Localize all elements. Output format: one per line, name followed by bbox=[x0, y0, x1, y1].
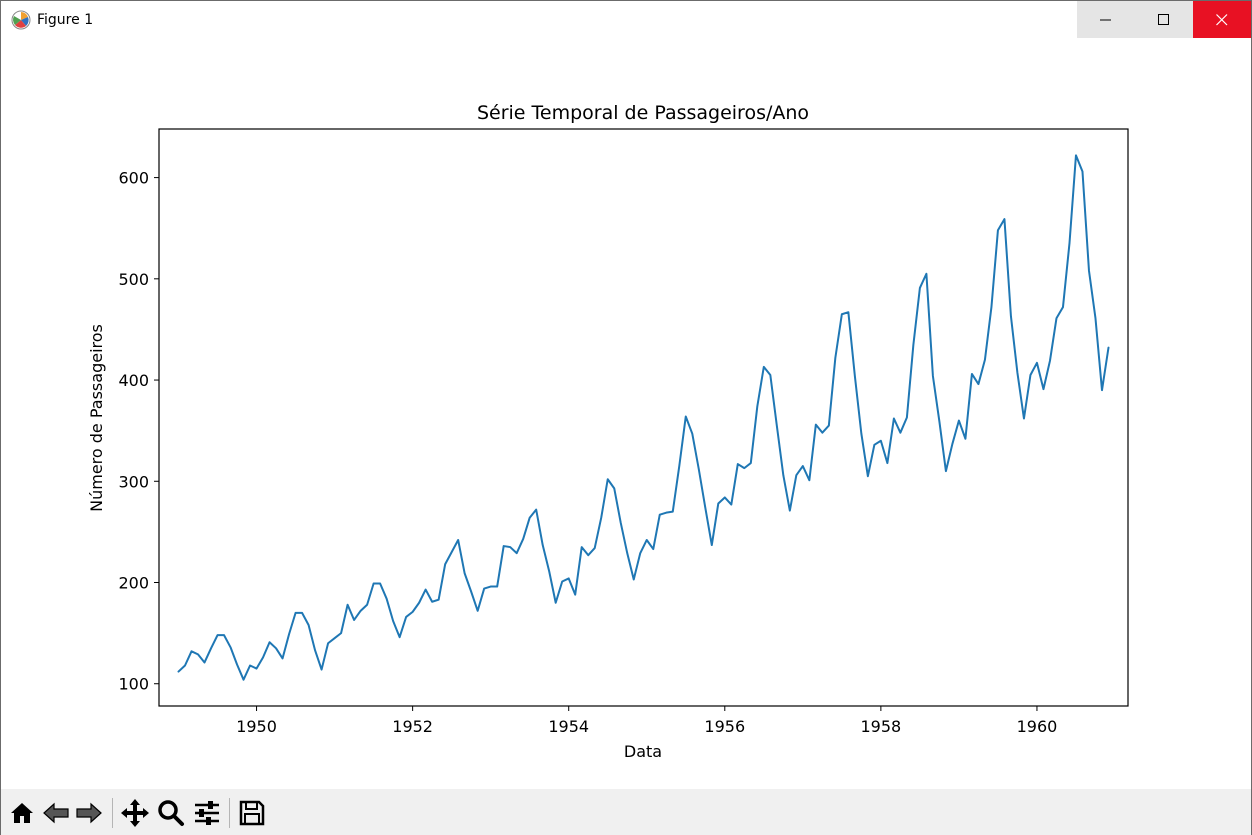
y-tick-label: 600 bbox=[118, 169, 149, 188]
pan-button[interactable] bbox=[119, 797, 151, 829]
back-button[interactable] bbox=[40, 797, 72, 829]
figure-canvas[interactable]: Série Temporal de Passageiros/Ano 1950 19… bbox=[1, 38, 1251, 789]
home-icon bbox=[11, 803, 33, 823]
back-icon bbox=[43, 802, 69, 824]
y-axis-label: Número de Passageiros bbox=[87, 324, 106, 512]
configure-subplots-icon bbox=[195, 801, 219, 825]
x-axis-label: Data bbox=[624, 742, 662, 761]
window-title: Figure 1 bbox=[37, 12, 94, 28]
save-button[interactable] bbox=[236, 797, 268, 829]
zoom-button[interactable] bbox=[155, 797, 187, 829]
x-tick-label: 1956 bbox=[704, 717, 745, 736]
matplotlib-app-icon bbox=[11, 10, 31, 30]
pan-icon bbox=[121, 799, 149, 827]
chart: Série Temporal de Passageiros/Ano 1950 19… bbox=[87, 102, 1129, 761]
y-tick-label: 400 bbox=[118, 371, 149, 390]
title-bar[interactable]: Figure 1 bbox=[1, 1, 1251, 38]
chart-title: Série Temporal de Passageiros/Ano bbox=[477, 102, 809, 124]
x-tick-label: 1950 bbox=[236, 717, 277, 736]
maximize-button[interactable] bbox=[1135, 1, 1193, 38]
navigation-toolbar bbox=[1, 789, 1251, 835]
configure-subplots-button[interactable] bbox=[191, 797, 223, 829]
x-tick-label: 1952 bbox=[392, 717, 433, 736]
maximize-icon bbox=[1158, 13, 1169, 25]
x-axis: 1950 1952 1954 1956 1958 1960 bbox=[236, 706, 1057, 736]
close-button[interactable] bbox=[1193, 1, 1251, 38]
close-icon bbox=[1216, 13, 1228, 25]
x-tick-label: 1960 bbox=[1017, 717, 1058, 736]
y-tick-label: 500 bbox=[118, 270, 149, 289]
forward-icon bbox=[76, 802, 102, 824]
x-tick-label: 1958 bbox=[861, 717, 902, 736]
minimize-button[interactable] bbox=[1077, 1, 1135, 38]
forward-button[interactable] bbox=[73, 797, 105, 829]
series-line bbox=[177, 154, 1110, 681]
home-button[interactable] bbox=[6, 797, 38, 829]
plot-area bbox=[158, 128, 1129, 707]
x-tick-label: 1954 bbox=[548, 717, 589, 736]
toolbar-separator bbox=[112, 798, 113, 828]
y-tick-label: 100 bbox=[118, 675, 149, 694]
y-axis: 100 200 300 400 500 600 bbox=[118, 169, 159, 694]
y-tick-label: 200 bbox=[118, 574, 149, 593]
save-icon bbox=[239, 800, 265, 826]
y-tick-label: 300 bbox=[118, 472, 149, 491]
minimize-icon bbox=[1100, 19, 1111, 20]
toolbar-separator bbox=[229, 798, 230, 828]
zoom-icon bbox=[158, 800, 184, 826]
